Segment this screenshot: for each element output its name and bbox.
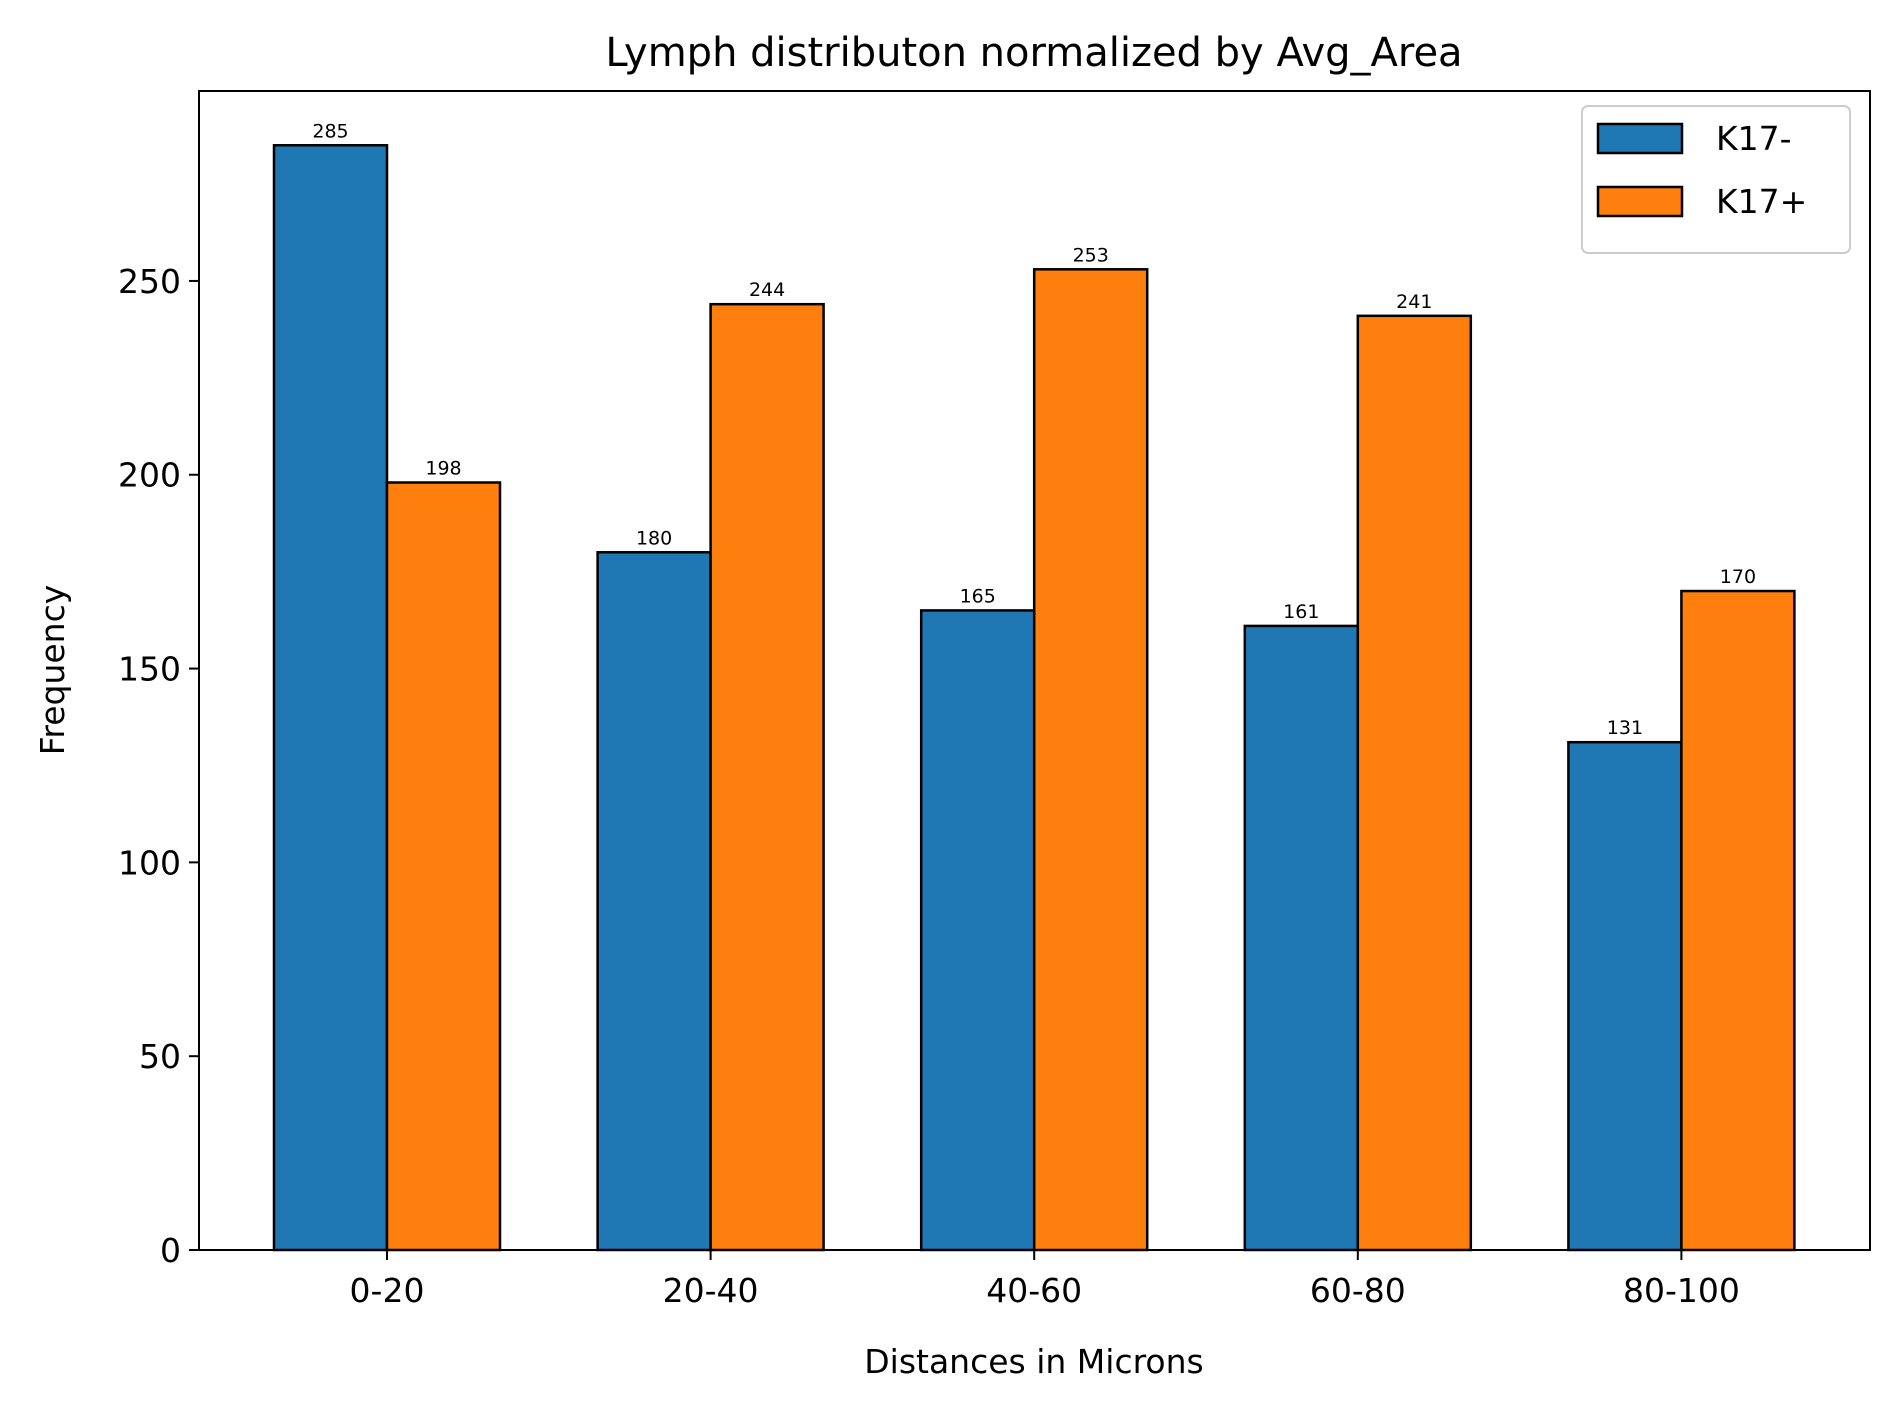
bar-k17-plus-2 [1032, 268, 1149, 1252]
y-tick-label: 100 [118, 843, 181, 882]
data-label: 131 [1607, 717, 1643, 739]
data-label: 165 [960, 585, 996, 607]
data-label: 161 [1283, 601, 1319, 623]
legend-swatch-k17-minus [1596, 122, 1684, 155]
y-tick-label: 200 [118, 456, 181, 495]
x-tick-label: 40-60 [986, 1271, 1082, 1310]
x-tick-label: 0-20 [350, 1271, 425, 1310]
data-label: 180 [636, 527, 672, 549]
y-axis: 0 50 100 150 200 250 [118, 262, 199, 1270]
legend-swatch-k17-plus [1596, 185, 1684, 218]
bar-k17-minus-4 [1567, 740, 1683, 1252]
bar-k17-minus-2 [919, 609, 1036, 1252]
bar-k17-plus-3 [1356, 314, 1473, 1252]
bar-k17-minus-0 [272, 144, 389, 1252]
x-tick-label: 80-100 [1623, 1271, 1740, 1310]
data-label: 198 [425, 458, 461, 480]
chart-title: Lymph distributon normalized by Avg_Area [605, 30, 1462, 76]
x-axis-label: Distances in Microns [864, 1342, 1203, 1381]
data-label: 241 [1396, 291, 1432, 313]
bar-k17-plus-1 [709, 302, 825, 1252]
y-tick-label: 50 [139, 1037, 181, 1076]
x-tick-label: 60-80 [1310, 1271, 1406, 1310]
y-tick-label: 150 [118, 650, 181, 689]
bars-group [272, 144, 1796, 1252]
data-label: 244 [749, 279, 785, 301]
bar-k17-plus-4 [1680, 589, 1796, 1252]
x-tick-label: 20-40 [663, 1271, 759, 1310]
y-axis-label: Frequency [33, 585, 72, 755]
data-label: 253 [1073, 244, 1109, 266]
legend-label-k17-minus: K17- [1716, 119, 1792, 158]
data-labels-group: 285 180 165 161 131 198 244 253 241 170 [312, 120, 1756, 739]
data-label: 285 [312, 120, 348, 142]
bar-k17-minus-3 [1243, 624, 1360, 1252]
legend: K17- K17+ [1581, 105, 1851, 254]
legend-label-k17-plus: K17+ [1716, 182, 1807, 221]
bar-k17-plus-0 [385, 481, 502, 1252]
bar-k17-minus-1 [596, 551, 712, 1252]
x-axis: 0-20 20-40 40-60 60-80 80-100 [350, 1250, 1740, 1310]
data-label: 170 [1720, 566, 1756, 588]
y-tick-label: 250 [118, 262, 181, 301]
y-tick-label: 0 [160, 1231, 181, 1270]
